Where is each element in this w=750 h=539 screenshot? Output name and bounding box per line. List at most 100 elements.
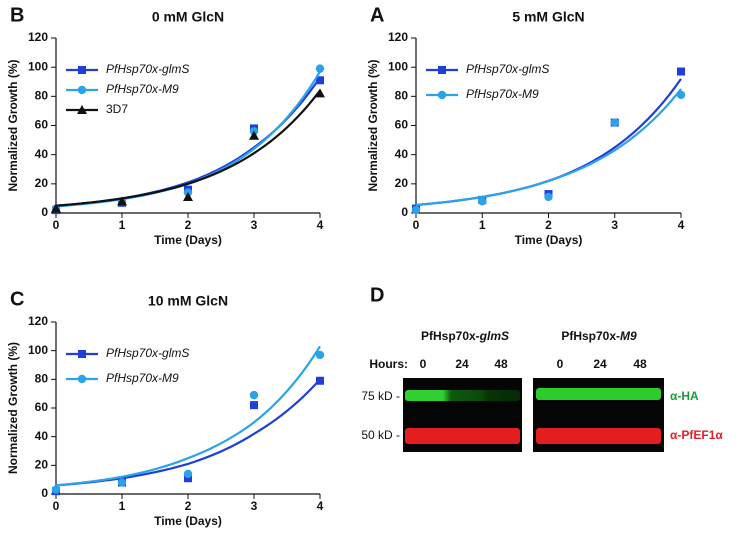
x-tick-label: 3 bbox=[251, 218, 258, 232]
data-point bbox=[411, 205, 421, 215]
fit-curve bbox=[55, 345, 321, 487]
band bbox=[405, 428, 520, 444]
fit-curve bbox=[415, 88, 682, 207]
data-point bbox=[250, 401, 258, 410]
lane-label: 0 bbox=[420, 357, 427, 371]
y-tick-label: 20 bbox=[395, 176, 409, 190]
x-axis-label: Time (Days) bbox=[515, 233, 583, 247]
legend-marker bbox=[78, 66, 86, 74]
legend-label: PfHsp70x-glmS bbox=[106, 62, 189, 76]
x-tick-label: 1 bbox=[119, 499, 126, 513]
fit-curve bbox=[55, 89, 321, 207]
y-tick-label: 100 bbox=[388, 59, 408, 73]
x-tick-label: 4 bbox=[317, 499, 324, 513]
legend-marker bbox=[78, 350, 86, 358]
legend-label: PfHsp70x-M9 bbox=[106, 82, 179, 96]
x-tick-label: 1 bbox=[479, 218, 486, 232]
lane-label: 48 bbox=[633, 357, 647, 371]
y-tick-label: 80 bbox=[35, 372, 49, 386]
panel-letter: C bbox=[10, 288, 24, 310]
data-point bbox=[249, 390, 259, 400]
legend-marker bbox=[437, 90, 447, 100]
x-tick-label: 2 bbox=[185, 499, 192, 513]
panel-letter: A bbox=[370, 4, 384, 26]
panel-letter: B bbox=[10, 4, 24, 26]
x-tick-label: 1 bbox=[119, 218, 126, 232]
y-tick-label: 40 bbox=[35, 429, 49, 443]
data-point bbox=[183, 191, 193, 201]
legend-label: PfHsp70x-glmS bbox=[466, 62, 549, 76]
x-tick-label: 0 bbox=[53, 218, 60, 232]
x-tick-label: 0 bbox=[53, 499, 60, 513]
x-tick-label: 0 bbox=[413, 218, 420, 232]
data-point bbox=[544, 192, 553, 202]
data-point bbox=[316, 376, 324, 385]
y-tick-label: 40 bbox=[395, 147, 409, 161]
lane-label: 48 bbox=[494, 357, 508, 371]
chart-title: 10 mM GlcN bbox=[148, 293, 228, 309]
data-point bbox=[249, 130, 259, 140]
band bbox=[536, 388, 661, 400]
y-tick-label: 60 bbox=[35, 118, 49, 132]
y-axis-label: Normalized Growth (%) bbox=[366, 59, 380, 191]
y-axis-label: Normalized Growth (%) bbox=[6, 342, 20, 474]
x-axis-label: Time (Days) bbox=[154, 514, 222, 528]
legend-marker bbox=[77, 85, 87, 95]
x-tick-label: 4 bbox=[678, 218, 685, 232]
x-tick-label: 4 bbox=[317, 218, 324, 232]
data-point bbox=[316, 76, 324, 85]
x-tick-label: 3 bbox=[611, 218, 618, 232]
data-point bbox=[51, 485, 61, 494]
y-tick-label: 60 bbox=[35, 400, 49, 414]
y-tick-label: 20 bbox=[35, 176, 49, 190]
size-marker: 75 kD - bbox=[361, 389, 400, 403]
y-tick-label: 0 bbox=[41, 205, 48, 219]
lane-label: 24 bbox=[455, 357, 469, 371]
y-tick-label: 120 bbox=[28, 314, 48, 328]
legend-marker bbox=[438, 66, 446, 74]
antibody-label: α-HA bbox=[670, 389, 699, 403]
y-tick-label: 0 bbox=[41, 486, 48, 500]
x-tick-label: 2 bbox=[545, 218, 552, 232]
data-point bbox=[676, 90, 686, 100]
chart-title: 5 mM GlcN bbox=[512, 9, 584, 25]
x-axis-label: Time (Days) bbox=[154, 233, 222, 247]
legend-marker bbox=[77, 105, 87, 114]
data-point bbox=[677, 67, 685, 76]
antibody-label: α-PfEF1α bbox=[670, 428, 723, 442]
y-tick-label: 120 bbox=[28, 30, 48, 44]
y-tick-label: 100 bbox=[28, 59, 48, 73]
data-point bbox=[51, 203, 61, 213]
y-tick-label: 80 bbox=[395, 89, 409, 103]
data-point bbox=[184, 474, 192, 483]
data-point bbox=[117, 478, 127, 487]
legend-marker bbox=[77, 374, 87, 384]
band bbox=[536, 428, 661, 444]
x-tick-label: 2 bbox=[185, 218, 192, 232]
legend-label: PfHsp70x-M9 bbox=[106, 371, 179, 385]
hours-label: Hours: bbox=[369, 357, 408, 371]
data-point bbox=[315, 64, 325, 73]
chart-title: 0 mM GlcN bbox=[152, 9, 224, 25]
data-point bbox=[315, 88, 325, 98]
legend-label: PfHsp70x-M9 bbox=[466, 87, 539, 101]
y-tick-label: 40 bbox=[35, 147, 49, 161]
fit-curve bbox=[415, 78, 682, 207]
y-tick-label: 100 bbox=[28, 343, 48, 357]
legend-label: PfHsp70x-glmS bbox=[106, 346, 189, 360]
band bbox=[405, 390, 520, 401]
fit-curve bbox=[55, 378, 321, 487]
data-point bbox=[183, 469, 193, 479]
y-tick-label: 80 bbox=[35, 89, 49, 103]
blot-panel: D PfHsp70x-glmS PfHsp70x-M9 Hours: 0 24 … bbox=[361, 284, 723, 452]
lane-label: 0 bbox=[557, 357, 564, 371]
y-tick-label: 60 bbox=[395, 118, 409, 132]
y-axis-label: Normalized Growth (%) bbox=[6, 59, 20, 191]
data-point bbox=[610, 118, 619, 127]
legend-label: 3D7 bbox=[106, 102, 128, 116]
panel-letter: D bbox=[370, 284, 384, 306]
y-tick-label: 0 bbox=[401, 205, 408, 219]
group-label: PfHsp70x-M9 bbox=[561, 329, 637, 343]
group-label: PfHsp70x-glmS bbox=[421, 329, 509, 343]
